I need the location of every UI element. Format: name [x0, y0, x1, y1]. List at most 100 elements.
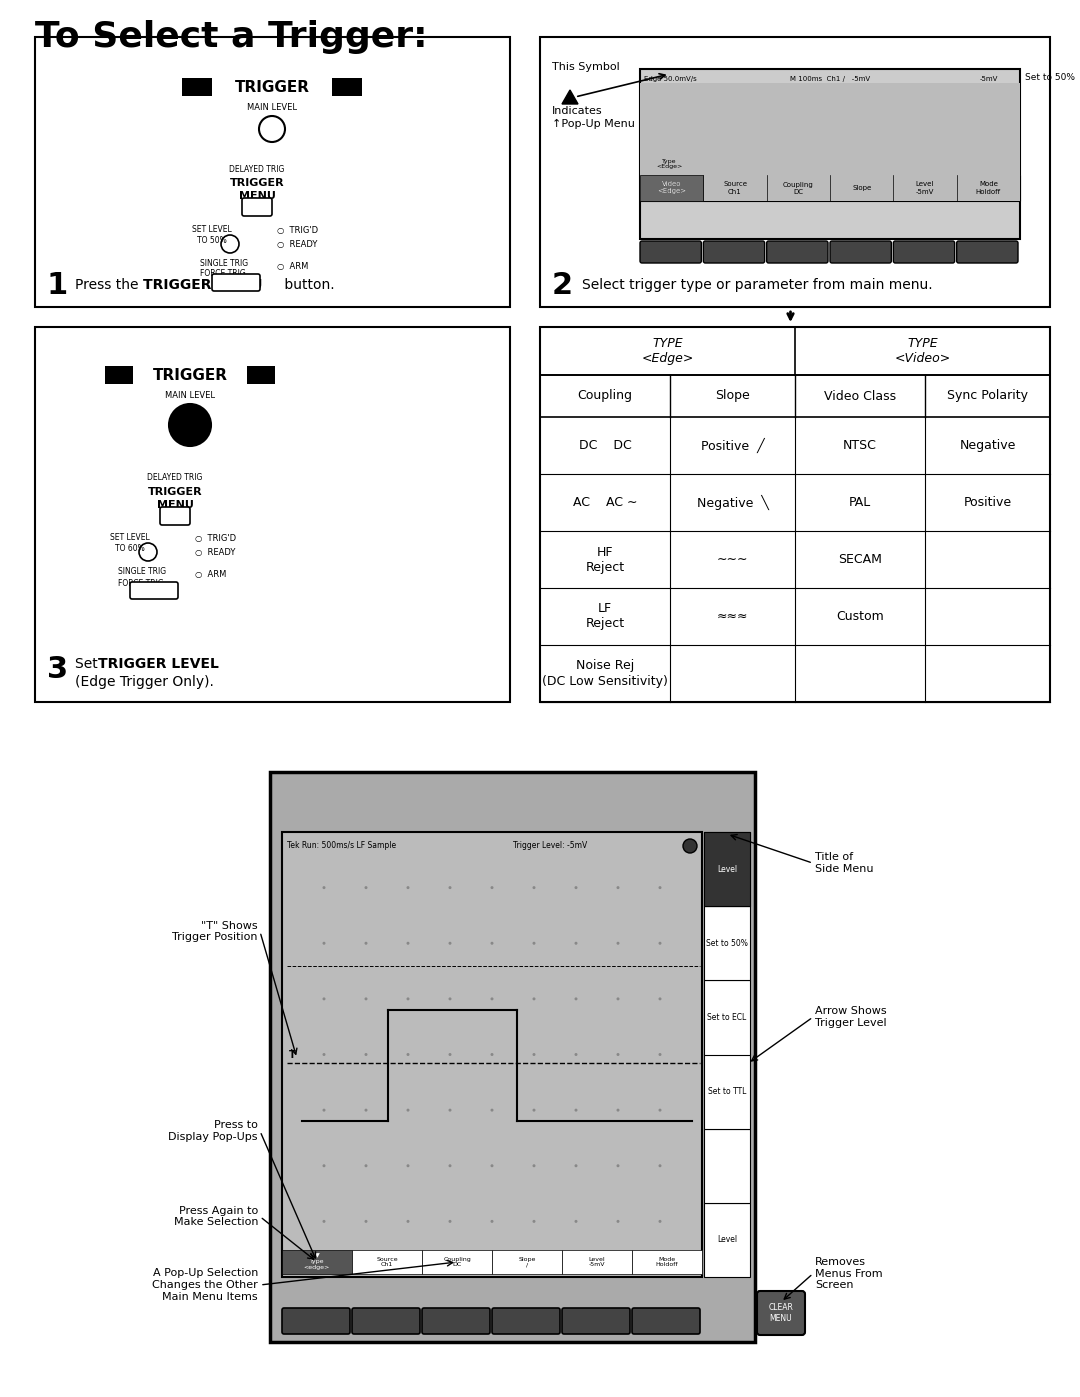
Text: button.: button. — [280, 278, 335, 292]
Circle shape — [659, 886, 661, 888]
Bar — [642, 154, 697, 175]
Circle shape — [490, 1220, 494, 1222]
Bar — [183, 78, 212, 96]
Bar — [704, 1055, 750, 1129]
Text: MENU: MENU — [239, 191, 275, 201]
Text: ○  READY: ○ READY — [276, 239, 318, 249]
Circle shape — [406, 1164, 409, 1168]
Text: DELAYED TRIG: DELAYED TRIG — [147, 474, 203, 482]
Text: Trigger Level: -5mV: Trigger Level: -5mV — [513, 841, 588, 851]
Text: TYPE
<Video>: TYPE <Video> — [894, 337, 950, 365]
Text: -5mV: -5mV — [980, 75, 998, 82]
Circle shape — [448, 1053, 451, 1056]
Text: Type
<Edge>: Type <Edge> — [657, 159, 683, 169]
Circle shape — [168, 404, 211, 446]
Text: Level
-5mV: Level -5mV — [916, 182, 934, 194]
Text: Set to ECL: Set to ECL — [707, 1013, 746, 1023]
Circle shape — [406, 1053, 409, 1056]
Text: Video
<Edge>: Video <Edge> — [657, 182, 686, 194]
Text: Level: Level — [717, 1235, 737, 1245]
Text: HF
Reject: HF Reject — [585, 545, 624, 574]
Text: Removes
Menus From
Screen: Removes Menus From Screen — [815, 1257, 882, 1291]
Text: LF
Reject: LF Reject — [585, 602, 624, 630]
Circle shape — [532, 1053, 536, 1056]
FancyBboxPatch shape — [282, 1308, 350, 1334]
Text: ○  TRIG'D: ○ TRIG'D — [276, 225, 319, 235]
Text: TRIGGER: TRIGGER — [152, 367, 228, 383]
Text: ≈≈≈: ≈≈≈ — [717, 610, 748, 623]
Text: M 100ms  Ch1 /   -5mV: M 100ms Ch1 / -5mV — [789, 75, 870, 82]
Text: FORCE TRIG: FORCE TRIG — [118, 578, 164, 588]
Text: MAIN LEVEL: MAIN LEVEL — [165, 391, 215, 400]
Circle shape — [406, 997, 409, 1000]
Bar — [422, 1250, 492, 1274]
Text: FORCE TRIG: FORCE TRIG — [200, 270, 246, 278]
Text: Level
-5mV: Level -5mV — [589, 1256, 605, 1267]
Text: ○  ARM: ○ ARM — [276, 263, 309, 271]
Circle shape — [617, 997, 620, 1000]
Text: Sync Polarity: Sync Polarity — [947, 390, 1028, 402]
Text: AC    AC ∼: AC AC ∼ — [572, 496, 637, 509]
Text: Coupling
DC: Coupling DC — [783, 182, 813, 194]
FancyBboxPatch shape — [352, 1308, 420, 1334]
Text: Negative  ╲: Negative ╲ — [697, 495, 769, 510]
FancyBboxPatch shape — [160, 507, 190, 525]
Text: Set: Set — [75, 657, 103, 671]
Circle shape — [532, 942, 536, 944]
FancyBboxPatch shape — [632, 1308, 700, 1334]
Circle shape — [365, 886, 367, 888]
Circle shape — [406, 942, 409, 944]
Text: Source
Ch1: Source Ch1 — [376, 1256, 397, 1267]
Bar — [247, 366, 275, 384]
Circle shape — [490, 886, 494, 888]
Text: DELAYED TRIG: DELAYED TRIG — [229, 165, 285, 173]
Text: ▼
Type
<edge>: ▼ Type <edge> — [303, 1253, 330, 1270]
Text: TRIGGER: TRIGGER — [230, 177, 284, 189]
Text: Tek Run: 500ms/s LF Sample: Tek Run: 500ms/s LF Sample — [287, 841, 396, 851]
Text: Mode
Holdoff: Mode Holdoff — [656, 1256, 678, 1267]
FancyBboxPatch shape — [767, 242, 828, 263]
Circle shape — [406, 1220, 409, 1222]
Text: Slope: Slope — [715, 390, 750, 402]
Text: "T" Shows
Trigger Position: "T" Shows Trigger Position — [173, 921, 258, 943]
Circle shape — [323, 1053, 325, 1056]
Circle shape — [575, 1164, 578, 1168]
Circle shape — [575, 886, 578, 888]
Circle shape — [365, 942, 367, 944]
Bar — [640, 82, 1020, 201]
Circle shape — [490, 942, 494, 944]
Text: Coupling: Coupling — [578, 390, 633, 402]
Text: TRIGGER MENU: TRIGGER MENU — [143, 278, 262, 292]
Text: NTSC: NTSC — [843, 439, 877, 453]
Circle shape — [617, 1164, 620, 1168]
Bar — [632, 1250, 702, 1274]
FancyBboxPatch shape — [422, 1308, 490, 1334]
Text: 2: 2 — [552, 271, 573, 299]
Circle shape — [532, 1220, 536, 1222]
Circle shape — [532, 997, 536, 1000]
Bar — [704, 1203, 750, 1277]
Bar — [640, 68, 1020, 239]
Bar — [332, 78, 362, 96]
Bar — [562, 1250, 632, 1274]
Text: Source
Ch1: Source Ch1 — [723, 182, 747, 194]
Text: TRIGGER: TRIGGER — [148, 488, 202, 497]
Circle shape — [490, 1164, 494, 1168]
Text: Slope: Slope — [852, 184, 872, 191]
FancyBboxPatch shape — [212, 274, 260, 291]
Circle shape — [448, 1109, 451, 1112]
Circle shape — [575, 1053, 578, 1056]
Circle shape — [365, 1053, 367, 1056]
Text: Select trigger type or parameter from main menu.: Select trigger type or parameter from ma… — [582, 278, 933, 292]
Text: Video
<Edge>: Video <Edge> — [657, 182, 686, 194]
Text: 3: 3 — [48, 655, 68, 685]
FancyBboxPatch shape — [831, 242, 891, 263]
Circle shape — [575, 997, 578, 1000]
Circle shape — [448, 1164, 451, 1168]
Circle shape — [323, 886, 325, 888]
Text: TRIGGER LEVEL: TRIGGER LEVEL — [98, 657, 219, 671]
FancyBboxPatch shape — [703, 242, 765, 263]
Bar — [270, 773, 755, 1343]
Text: Positive  ╱: Positive ╱ — [701, 437, 765, 453]
Text: MAIN LEVEL: MAIN LEVEL — [247, 102, 297, 112]
